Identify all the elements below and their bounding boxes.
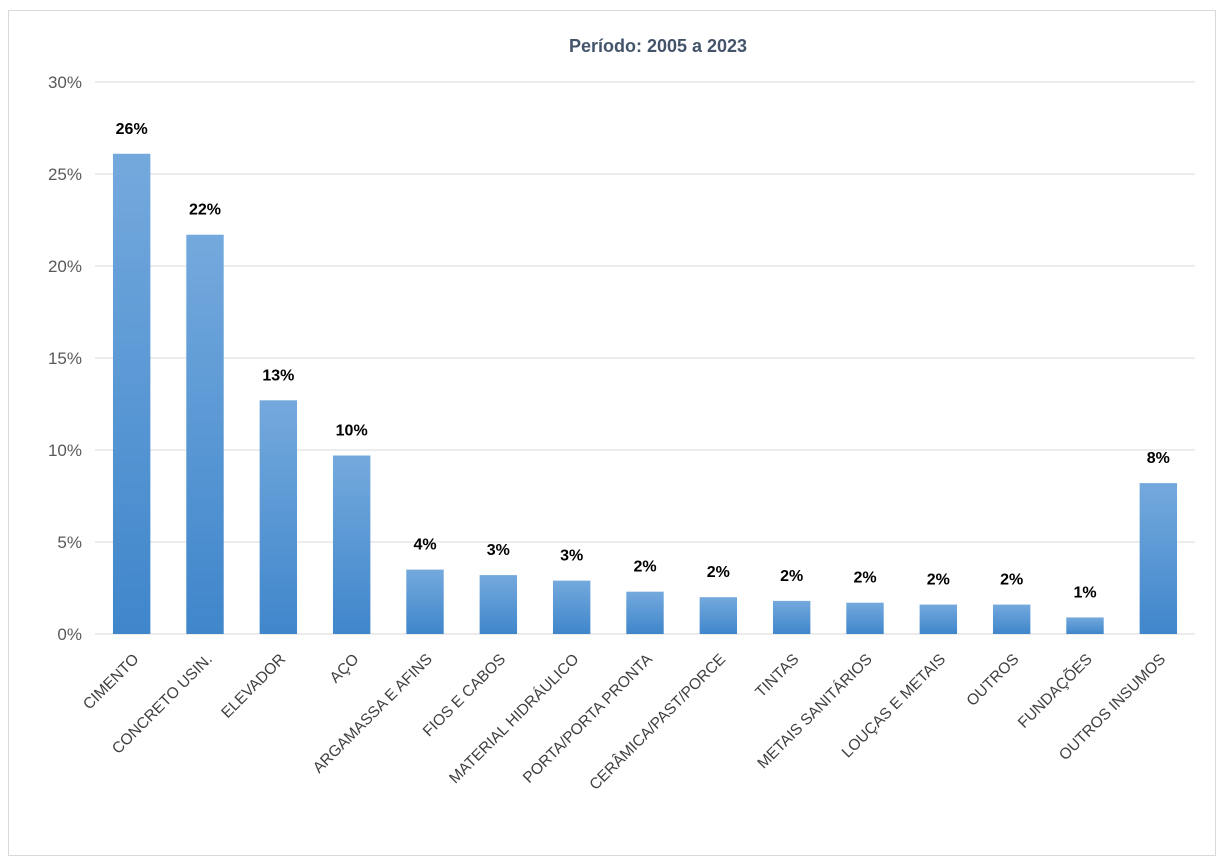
bar <box>1139 483 1178 634</box>
y-tick-label: 30% <box>48 73 82 92</box>
y-tick-label: 20% <box>48 257 82 276</box>
data-label: 10% <box>336 423 368 440</box>
y-tick-label: 5% <box>57 533 82 552</box>
x-category-label: TINTAS <box>752 651 802 701</box>
bar <box>919 604 958 634</box>
bar <box>1066 617 1104 634</box>
y-axis-ticks: 0% 5% 10% 15% 20% 25% 30% <box>48 73 82 644</box>
x-category-label: FUNDAÇÕES <box>1015 651 1096 732</box>
data-label: 3% <box>560 548 583 565</box>
data-label: 4% <box>413 537 436 554</box>
y-tick-label: 0% <box>57 625 82 644</box>
bar <box>699 597 738 634</box>
x-category-label: AÇO <box>327 651 363 687</box>
bars <box>112 153 1178 634</box>
x-category-label: ELEVADOR <box>218 651 289 722</box>
x-category-label: PORTA/PORTA PRONTA <box>520 650 656 786</box>
data-label: 2% <box>633 559 656 576</box>
bar <box>992 604 1031 634</box>
y-tick-label: 15% <box>48 349 82 368</box>
data-label: 8% <box>1147 450 1170 467</box>
bar <box>626 591 664 634</box>
bar <box>479 575 518 634</box>
x-category-label: OUTROS <box>964 651 1023 710</box>
bar <box>846 602 884 634</box>
x-category-label: MATERIAL HIDRÁULICO <box>446 651 582 787</box>
y-tick-label: 10% <box>48 441 82 460</box>
chart-title: Período: 2005 a 2023 <box>569 36 747 56</box>
bar <box>259 400 298 634</box>
data-label: 3% <box>487 542 510 559</box>
data-label: 22% <box>189 202 221 219</box>
data-labels: 26% 22% 13% 10% 4% 3% 3% 2% 2% 2% 2% 2% 2% 1% 8% <box>116 121 1170 602</box>
data-label: 1% <box>1073 584 1096 601</box>
bar <box>112 153 151 634</box>
data-label: 2% <box>853 570 876 587</box>
bar <box>406 569 444 634</box>
data-label: 13% <box>262 367 294 384</box>
bar <box>332 455 371 634</box>
bar <box>552 580 591 634</box>
data-label: 2% <box>1000 572 1023 589</box>
y-tick-label: 25% <box>48 165 82 184</box>
bar <box>186 234 224 634</box>
x-category-label: CIMENTO <box>80 651 142 713</box>
data-label: 26% <box>116 121 148 138</box>
data-label: 2% <box>927 572 950 589</box>
x-category-label: ARGAMASSA E AFINS <box>310 651 436 777</box>
data-label: 2% <box>707 564 730 581</box>
x-category-label: CERÂMICA/PAST/PORCE <box>586 651 729 794</box>
bar <box>772 600 811 634</box>
data-label: 2% <box>780 568 803 585</box>
